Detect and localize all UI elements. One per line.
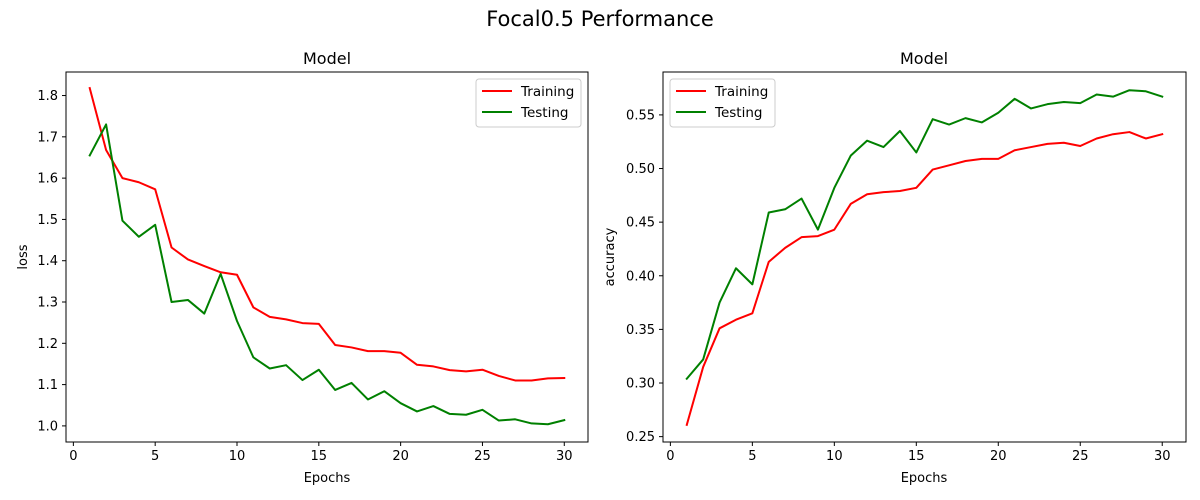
loss-y-tick-label: 1.1 (37, 378, 58, 393)
accuracy-y-tick-label: 0.30 (626, 377, 655, 392)
loss-chart-title: Model (303, 49, 351, 68)
accuracy-training-line (685, 131, 1164, 427)
loss-legend-training-label: Training (520, 84, 574, 100)
loss-training-line (88, 86, 566, 382)
accuracy-y-tick-label: 0.35 (626, 323, 655, 338)
accuracy-x-axis-label: Epochs (901, 471, 948, 486)
loss-y-tick-label: 1.3 (37, 296, 58, 311)
loss-y-tick-label: 1.5 (37, 213, 58, 228)
loss-x-axis-label: Epochs (304, 471, 351, 486)
loss-x-tick-label: 20 (392, 449, 409, 464)
accuracy-x-tick-label: 0 (666, 449, 674, 464)
accuracy-y-tick-label: 0.40 (626, 269, 655, 284)
accuracy-chart: Model Epochs accuracy 0 5 10 15 20 25 30 0.25 0.… (603, 49, 1187, 486)
loss-y-tick-label: 1.2 (37, 337, 58, 352)
accuracy-y-tick-label: 0.55 (626, 108, 655, 123)
accuracy-x-tick-label: 10 (826, 449, 843, 464)
loss-legend: Training Testing (475, 78, 582, 128)
accuracy-x-tick-label: 30 (1154, 449, 1171, 464)
accuracy-y-tick-label: 0.45 (626, 216, 655, 231)
accuracy-y-axis-label: accuracy (603, 227, 618, 286)
loss-y-tick-label: 1.6 (37, 172, 58, 187)
accuracy-x-tick-label: 20 (990, 449, 1007, 464)
accuracy-chart-title: Model (900, 49, 948, 68)
accuracy-y-tick-label: 0.50 (626, 162, 655, 177)
accuracy-x-tick-label: 15 (908, 449, 925, 464)
loss-y-axis-label: loss (16, 244, 31, 269)
loss-y-tick-label: 1.7 (37, 130, 58, 145)
loss-y-tick-label: 1.0 (37, 419, 58, 434)
loss-chart: Model Epochs loss 0 5 10 15 20 25 30 1.0 1.1 1.2 1… (16, 49, 589, 486)
loss-x-tick-label: 10 (229, 449, 246, 464)
accuracy-testing-line (685, 89, 1164, 381)
accuracy-plot-frame (662, 71, 1187, 443)
accuracy-legend-testing-label: Testing (714, 105, 762, 121)
loss-x-tick-label: 5 (151, 449, 159, 464)
accuracy-x-tick-label: 25 (1072, 449, 1089, 464)
loss-x-tick-label: 0 (69, 449, 77, 464)
loss-x-tick-label: 15 (311, 449, 328, 464)
loss-plot-frame (65, 71, 589, 443)
accuracy-y-tick-label: 0.25 (626, 430, 655, 445)
loss-y-tick-label: 1.4 (37, 254, 58, 269)
accuracy-legend: Training Testing (669, 78, 776, 128)
accuracy-legend-training-label: Training (714, 84, 768, 100)
figure-title: Focal0.5 Performance (486, 7, 714, 31)
loss-x-tick-label: 25 (474, 449, 491, 464)
loss-y-tick-label: 1.8 (37, 89, 58, 104)
loss-testing-line (88, 123, 566, 426)
loss-x-tick-label: 30 (556, 449, 573, 464)
accuracy-x-tick-label: 5 (748, 449, 756, 464)
loss-legend-testing-label: Testing (520, 105, 568, 121)
